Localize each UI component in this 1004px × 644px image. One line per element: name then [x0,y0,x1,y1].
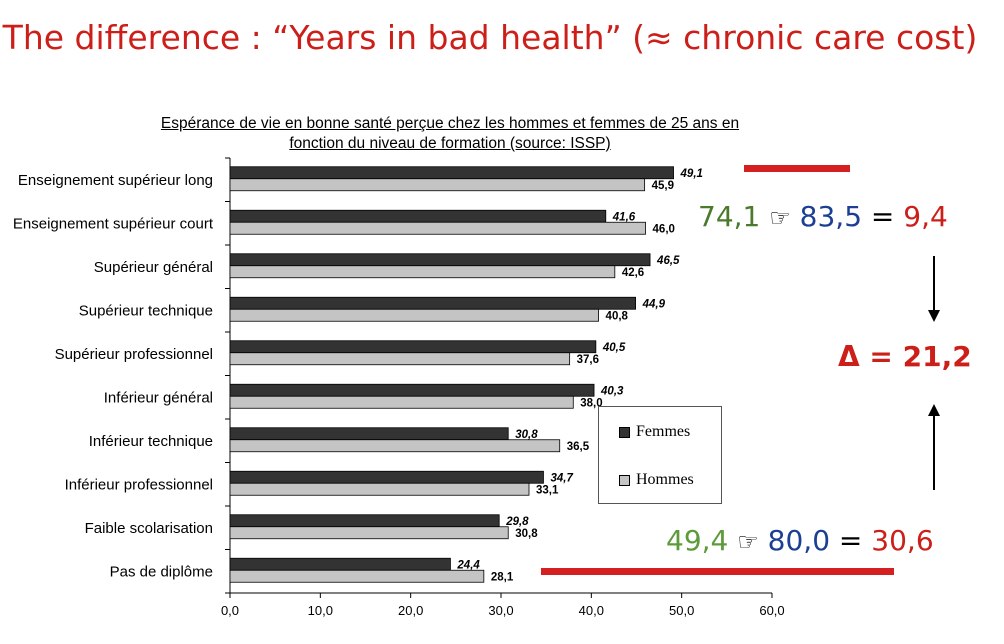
bar-femmes [229,209,607,223]
formula-bottom-c: 30,6 [871,524,934,557]
bar-hommes [229,308,599,322]
bar-femmes [229,296,636,310]
bar-femmes [229,383,595,397]
data-label-hommes: 42,6 [622,267,644,279]
data-label-femmes: 29,8 [505,516,529,528]
legend-item-femmes: Femmes [619,423,690,441]
chart-legend: Femmes Hommes [598,406,722,504]
bar-hommes [229,482,530,496]
x-tick-label: 10,0 [308,603,333,618]
red-underline-bottom [541,568,894,575]
category-label: Pas de diplôme [110,563,213,580]
data-label-hommes: 30,8 [515,528,538,540]
data-label-hommes: 40,8 [606,310,629,322]
chart-title-line-2: fonction du niveau de formation (source:… [289,135,611,152]
bar-femmes [229,557,451,571]
bar-femmes [229,427,509,441]
bar-hommes [229,526,509,540]
formula-top-a: 74,1 [698,200,761,233]
bar-femmes [229,253,651,267]
red-underline-top [744,165,850,172]
formula-bottom-a: 49,4 [666,524,729,557]
bar-hommes [229,569,485,583]
legend-item-hommes: Hommes [619,471,694,489]
bar-femmes [229,340,597,354]
bar-femmes [229,514,500,528]
formula-top-eq: = [870,200,895,233]
category-label: Supérieur général [94,259,213,276]
formula-bottom-eq: = [838,524,863,557]
category-label: Supérieur technique [79,302,213,319]
formula-bottom: 49,4 ☞ 80,0 = 30,6 [666,524,934,557]
data-label-hommes: 38,0 [580,397,602,409]
legend-label-femmes: Femmes [636,423,691,440]
category-label: Faible scolarisation [85,520,213,537]
chart-title: Espérance de vie en bonne santé perçue c… [140,114,760,154]
data-label-hommes: 33,1 [536,484,559,496]
bar-hommes [229,352,571,366]
data-label-hommes: 45,9 [652,180,674,192]
data-label-femmes: 41,6 [612,211,636,223]
data-label-femmes: 30,8 [515,429,538,441]
formula-top-c: 9,4 [903,200,948,233]
data-label-femmes: 24,4 [456,559,480,571]
bar-hommes [229,265,616,279]
data-label-hommes: 37,6 [577,354,599,366]
bar-hommes [229,395,574,409]
legend-label-hommes: Hommes [636,471,694,488]
formula-bottom-b: 80,0 [767,524,831,557]
pointing-hand-icon: ☞ [769,204,791,232]
bar-femmes [229,166,674,180]
data-label-femmes: 34,7 [550,472,573,484]
bar-hommes [229,221,646,235]
x-tick-label: 30,0 [488,603,513,618]
x-tick-label: 60,0 [759,603,784,618]
x-tick-label: 0,0 [221,603,239,618]
legend-swatch-hommes [619,474,630,486]
data-label-hommes: 28,1 [491,571,514,583]
pointing-hand-icon: ☞ [737,528,759,556]
category-label: Enseignement supérieur long [18,172,213,189]
formula-top-b: 83,5 [799,200,863,233]
x-tick-label: 50,0 [669,603,694,618]
chart-title-line-1: Espérance de vie en bonne santé perçue c… [160,115,740,132]
category-label: Enseignement supérieur court [13,215,214,232]
formula-top: 74,1 ☞ 83,5 = 9,4 [698,200,948,233]
category-label: Supérieur professionnel [55,346,213,363]
category-label: Inférieur professionnel [65,476,213,493]
bar-hommes [229,439,561,453]
data-label-femmes: 40,5 [602,342,626,354]
category-label: Inférieur général [104,389,213,406]
x-tick-label: 20,0 [398,603,423,618]
bar-hommes [229,178,646,192]
data-label-femmes: 49,1 [680,168,703,180]
slide-title: The difference : “Years in bad health” (… [2,18,978,57]
category-label: Inférieur technique [89,433,213,450]
bar-femmes [229,470,544,484]
delta-value: Δ = 21,2 [838,340,972,373]
data-label-hommes: 36,5 [567,441,590,453]
data-label-femmes: 40,3 [600,385,624,397]
x-tick-label: 40,0 [579,603,604,618]
data-label-femmes: 46,5 [656,255,680,267]
data-label-femmes: 44,9 [642,298,666,310]
legend-swatch-femmes [619,426,630,438]
data-label-hommes: 46,0 [653,223,675,235]
